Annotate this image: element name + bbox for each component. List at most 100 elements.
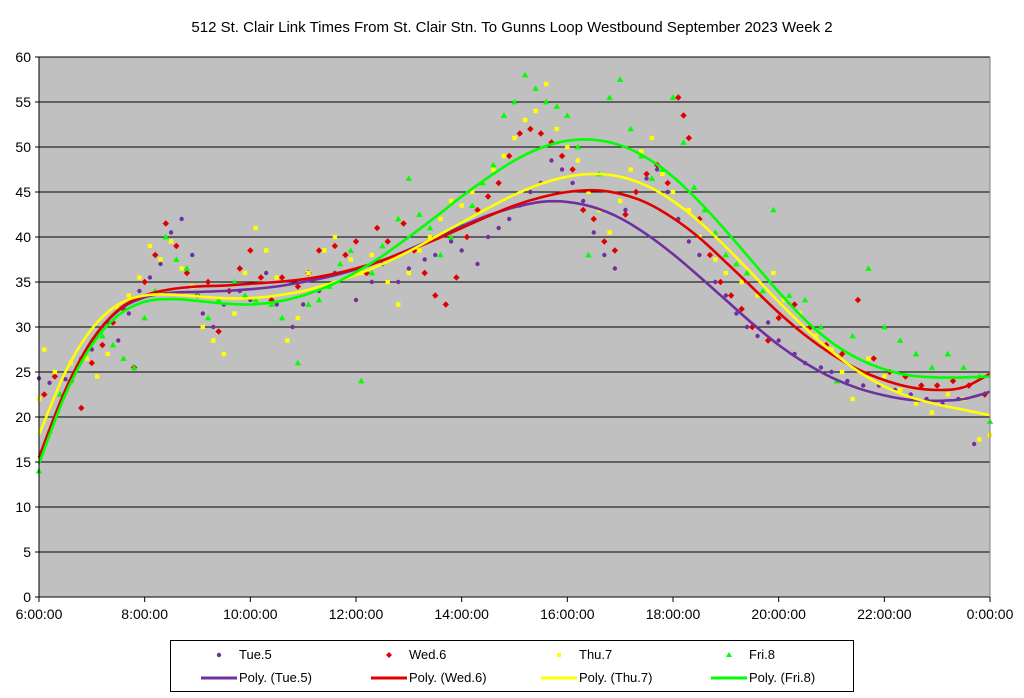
point-thu7-18 xyxy=(232,311,237,316)
point-fri8-35 xyxy=(426,224,434,231)
point-thu7-58 xyxy=(670,189,676,195)
point-thu7-52 xyxy=(607,230,612,235)
point-fri8-48 xyxy=(564,112,571,118)
point-fri8-59 xyxy=(680,139,687,145)
legend-line-poly-thu7 xyxy=(539,669,579,687)
point-thu7-54 xyxy=(628,167,633,172)
point-thu7-2 xyxy=(52,369,58,375)
point-thu7-55 xyxy=(639,149,644,154)
point-fri8-50 xyxy=(585,251,592,258)
point-wed6-70 xyxy=(807,323,814,331)
legend-label-tue5: Tue.5 xyxy=(239,647,272,662)
point-thu7-53 xyxy=(617,198,623,204)
point-thu7-28 xyxy=(348,257,353,262)
point-thu7-23 xyxy=(285,338,290,343)
point-wed6-18 xyxy=(236,265,243,272)
point-thu7-10 xyxy=(147,243,153,249)
point-wed6-74 xyxy=(870,355,877,362)
point-fri8-58 xyxy=(669,94,677,100)
point-thu7-61 xyxy=(713,257,718,262)
point-wed6-47 xyxy=(558,152,566,160)
point-wed6-51 xyxy=(601,238,608,245)
point-wed6-38 xyxy=(463,233,471,241)
chart-svg: 0 5 10 15 20 25 30 35 40 45 50 55 60 6:00:00 8:00:00 1… xyxy=(15,49,1014,622)
point-fri8-20 xyxy=(252,296,259,303)
point-tue5-6 xyxy=(116,338,121,343)
y-tick-label-45: 45 xyxy=(15,184,31,200)
point-wed6-41 xyxy=(495,179,502,187)
x-tick-label-16: 16:00:00 xyxy=(540,606,595,622)
point-tue5-9 xyxy=(147,275,153,280)
point-wed6-36 xyxy=(442,301,450,308)
x-tick-label-22: 22:00:00 xyxy=(857,606,912,622)
point-fri8-17 xyxy=(215,296,222,303)
point-wed6-63 xyxy=(717,278,724,286)
point-wed6-65 xyxy=(738,305,745,313)
point-tue5-45 xyxy=(580,198,586,204)
x-tick-label-6: 6:00:00 xyxy=(16,606,63,622)
point-tue5-10 xyxy=(158,261,163,267)
point-fri8-73 xyxy=(865,265,872,271)
point-wed6-59 xyxy=(680,112,687,119)
point-wed6-32 xyxy=(400,220,407,227)
trendline-polytue5 xyxy=(37,199,991,458)
point-thu7-35 xyxy=(427,234,433,240)
trendline-polyfri8 xyxy=(37,138,991,465)
point-wed6-15 xyxy=(204,278,212,286)
point-thu7-49 xyxy=(575,158,581,163)
point-wed6-73 xyxy=(854,296,862,304)
point-tue5-60 xyxy=(744,324,750,330)
point-fri8-30 xyxy=(368,269,376,276)
point-fri8-14 xyxy=(183,265,191,271)
x-tick-label-18: 18:00:00 xyxy=(646,606,701,622)
point-fri8-53 xyxy=(616,76,624,82)
point-wed6-27 xyxy=(342,251,349,259)
point-tue5-37 xyxy=(496,225,501,231)
point-fri8-74 xyxy=(881,323,888,330)
x-tick-label-12: 12:00:00 xyxy=(329,606,384,622)
point-fri8-46 xyxy=(543,98,550,105)
point-tue5-42 xyxy=(549,158,554,163)
chart-title: 512 St. Clair Link Times From St. Clair … xyxy=(191,19,833,36)
point-thu7-1 xyxy=(42,347,47,352)
point-tue5-68 xyxy=(845,378,850,384)
point-wed6-72 xyxy=(838,350,846,358)
point-wed6-42 xyxy=(506,152,513,160)
point-fri8-37 xyxy=(447,233,455,240)
point-thu7-32 xyxy=(396,302,401,307)
legend-line-poly-tue5 xyxy=(199,669,239,687)
point-fri8-47 xyxy=(553,103,560,109)
point-tue5-20 xyxy=(274,302,279,307)
point-wed6-28 xyxy=(352,238,360,245)
point-wed6-79 xyxy=(949,377,957,385)
x-tick-label-10: 10:00:00 xyxy=(223,606,278,622)
point-fri8-52 xyxy=(606,94,613,100)
y-tick-label-60: 60 xyxy=(15,49,31,65)
point-fri8-18 xyxy=(231,278,238,285)
point-fri8-24 xyxy=(305,301,312,307)
point-thu7-57 xyxy=(660,171,665,177)
point-wed6-52 xyxy=(611,247,619,254)
point-thu7-4 xyxy=(84,356,89,361)
point-tue5-33 xyxy=(448,239,454,244)
legend-label-fri8: Fri.8 xyxy=(749,647,775,662)
legend-marker-wed6 xyxy=(369,646,409,664)
trendline-polywed6 xyxy=(37,188,991,458)
point-fri8-34 xyxy=(416,211,423,217)
point-wed6-19 xyxy=(247,247,254,254)
point-wed6-44 xyxy=(527,125,534,133)
point-tue5-44 xyxy=(570,180,575,186)
point-tue5-27 xyxy=(369,279,375,285)
point-wed6-20 xyxy=(257,274,265,281)
point-thu7-43 xyxy=(512,135,517,141)
point-wed6-40 xyxy=(484,193,492,200)
point-tue5-38 xyxy=(507,216,512,222)
point-wed6-3 xyxy=(78,404,85,412)
point-tue5-19 xyxy=(263,270,269,276)
x-tick-label-24: 0:00:00 xyxy=(967,606,1014,622)
point-thu7-34 xyxy=(417,248,422,253)
point-wed6-55 xyxy=(643,170,650,178)
point-fri8-76 xyxy=(912,350,920,357)
point-wed6-11 xyxy=(162,220,169,227)
point-fri8-78 xyxy=(944,350,951,357)
